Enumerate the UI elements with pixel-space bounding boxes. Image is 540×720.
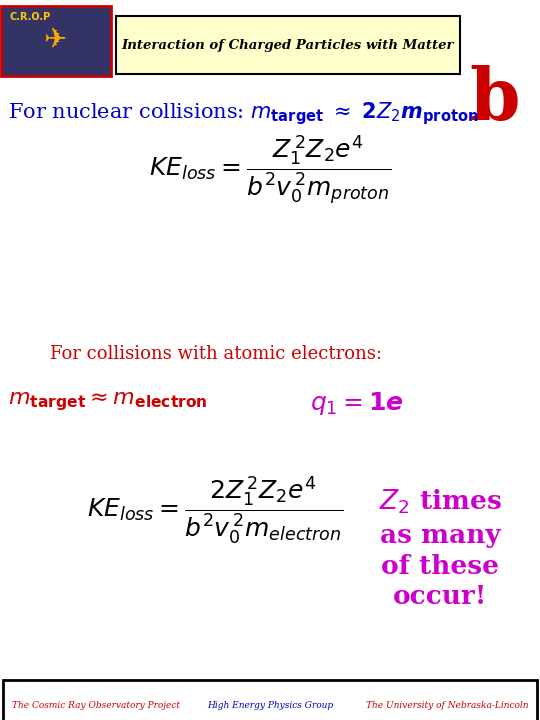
Text: C.R.O.P: C.R.O.P [10, 12, 51, 22]
FancyBboxPatch shape [3, 680, 537, 720]
Text: $\boldsymbol{q_1} = \mathbf{1}\boldsymbol{e}$: $\boldsymbol{q_1} = \mathbf{1}\boldsymbo… [310, 390, 404, 417]
Text: $\mathit{KE}_{loss} = \dfrac{2Z_1^{\,2}Z_2e^4}{b^2v_0^{\,2}m_{electron}}$: $\mathit{KE}_{loss} = \dfrac{2Z_1^{\,2}Z… [87, 474, 343, 546]
Text: $\boldsymbol{\mathit{m}}_{\mathbf{target}} \approx \boldsymbol{\mathit{m}}_{\mat: $\boldsymbol{\mathit{m}}_{\mathbf{target… [8, 390, 208, 413]
Text: $Z_2$ times
as many
of these
occur!: $Z_2$ times as many of these occur! [379, 488, 502, 610]
Text: Interaction of Charged Particles with Matter: Interaction of Charged Particles with Ma… [122, 38, 454, 52]
Text: ✈: ✈ [43, 26, 66, 54]
FancyBboxPatch shape [116, 16, 460, 74]
FancyBboxPatch shape [1, 6, 111, 76]
Text: For collisions with atomic electrons:: For collisions with atomic electrons: [50, 345, 382, 363]
Text: High Energy Physics Group: High Energy Physics Group [207, 701, 333, 710]
Text: The Cosmic Ray Observatory Project: The Cosmic Ray Observatory Project [12, 701, 180, 710]
Text: The University of Nebraska-Lincoln: The University of Nebraska-Lincoln [366, 701, 528, 710]
Text: b: b [470, 65, 520, 136]
Text: $\mathit{KE}_{loss} = \dfrac{Z_1^{\,2}Z_2e^4}{b^2v_0^{\,2}m_{proton}}$: $\mathit{KE}_{loss} = \dfrac{Z_1^{\,2}Z_… [149, 133, 391, 207]
Text: For nuclear collisions: $\boldsymbol{\mathit{m}}_{\mathbf{target}}$ $\approx$ $\: For nuclear collisions: $\boldsymbol{\ma… [8, 100, 478, 127]
